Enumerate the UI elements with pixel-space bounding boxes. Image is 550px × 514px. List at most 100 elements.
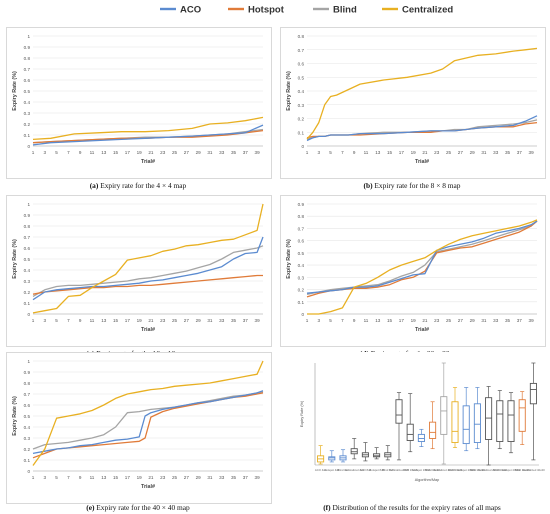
x-tick-label: 11 bbox=[90, 318, 95, 323]
x-tick-label: 35 bbox=[231, 150, 237, 155]
box-aco-20x20 bbox=[451, 387, 459, 449]
x-tick-label: 27 bbox=[184, 150, 190, 155]
y-tick-label: 1 bbox=[27, 359, 30, 364]
box-hotspot-8x8 bbox=[373, 447, 381, 460]
line-chart-d: 00.10.20.30.40.50.60.70.80.91 3 5 7 9 11 13 15 1… bbox=[286, 202, 538, 333]
x-tick-label: 27 bbox=[184, 475, 190, 480]
series-line-blind bbox=[32, 245, 264, 297]
series-line-centralized bbox=[32, 360, 264, 466]
y-tick-label: 0.8 bbox=[298, 34, 305, 39]
x-tick-label: 7 bbox=[67, 150, 70, 155]
box-category-label: Blind 20x20 bbox=[470, 468, 485, 472]
x-tick-label: 31 bbox=[481, 150, 487, 155]
y-tick-label: 0 bbox=[27, 144, 30, 149]
x-tick-label: 19 bbox=[137, 318, 143, 323]
x-tick-label: 23 bbox=[160, 475, 166, 480]
y-tick-label: 0.8 bbox=[24, 381, 31, 386]
y-tick-label: 0.7 bbox=[24, 392, 31, 397]
box-category-label: Centralized 16x16 bbox=[433, 468, 456, 472]
y-tick-label: 0.5 bbox=[24, 257, 31, 262]
y-tick-label: 0.4 bbox=[24, 425, 31, 430]
x-tick-label: 3 bbox=[44, 318, 47, 323]
x-tick-label: 25 bbox=[446, 150, 452, 155]
y-tick-label: 0.2 bbox=[24, 447, 31, 452]
box-centralized-8x8 bbox=[395, 392, 403, 461]
caption-8x8: (b) Expiry rate for the 8 × 8 map bbox=[363, 181, 461, 190]
x-axis-label: Trial# bbox=[141, 159, 155, 165]
x-tick-label: 25 bbox=[172, 475, 178, 480]
y-tick-label: 0.3 bbox=[298, 103, 305, 108]
box-blind-20x20 bbox=[473, 387, 481, 450]
y-tick-label: 0.6 bbox=[298, 239, 305, 244]
x-tick-label: 35 bbox=[231, 318, 237, 323]
x-tick-label: 17 bbox=[399, 318, 405, 323]
y-tick-label: 0.3 bbox=[24, 111, 31, 116]
x-tick-label: 13 bbox=[375, 318, 381, 323]
box-blind-40x40 bbox=[518, 391, 526, 445]
box-aco-40x40 bbox=[496, 390, 504, 450]
box-category-label: Blind 8x8 bbox=[382, 468, 394, 472]
box-centralized-20x20 bbox=[485, 386, 493, 466]
box-hotspot-20x20 bbox=[462, 387, 470, 452]
x-tick-label: 11 bbox=[90, 475, 95, 480]
x-tick-label: 21 bbox=[148, 318, 154, 323]
x-tick-label: 3 bbox=[44, 475, 47, 480]
box-hotspot-16x16 bbox=[417, 428, 425, 447]
box-blind-16x16 bbox=[429, 401, 437, 450]
x-tick-label: 25 bbox=[446, 318, 452, 323]
series-line-centralized bbox=[32, 203, 264, 314]
y-tick-label: 0.3 bbox=[298, 275, 305, 280]
y-tick-label: 1 bbox=[27, 34, 30, 39]
box-category-label: Hotspot 20x20 bbox=[457, 468, 475, 472]
x-tick-label: 33 bbox=[493, 150, 499, 155]
series-line-blind bbox=[32, 391, 264, 450]
x-tick-label: 31 bbox=[207, 150, 213, 155]
y-tick-label: 0.7 bbox=[24, 235, 31, 240]
x-tick-label: 31 bbox=[207, 318, 213, 323]
x-tick-label: 31 bbox=[481, 318, 487, 323]
x-tick-label: 37 bbox=[243, 318, 249, 323]
x-tick-label: 37 bbox=[517, 150, 523, 155]
x-tick-label: 21 bbox=[148, 150, 154, 155]
y-tick-label: 0 bbox=[27, 469, 30, 474]
y-axis-label: Expiry Rate (%) bbox=[286, 71, 292, 111]
x-tick-label: 35 bbox=[505, 318, 511, 323]
y-axis-label: Expiry Rate (%) bbox=[300, 400, 304, 427]
x-tick-label: 27 bbox=[184, 318, 190, 323]
x-tick-label: 9 bbox=[79, 318, 82, 323]
x-tick-label: 5 bbox=[329, 150, 332, 155]
y-tick-label: 0.5 bbox=[24, 414, 31, 419]
x-tick-label: 39 bbox=[529, 318, 535, 323]
y-tick-label: 0.7 bbox=[298, 226, 305, 231]
box-iqr bbox=[473, 403, 481, 444]
x-tick-label: 15 bbox=[113, 318, 119, 323]
x-tick-label: 5 bbox=[55, 150, 58, 155]
box-category-label: Blind 40x40 bbox=[515, 468, 530, 472]
box-iqr bbox=[440, 396, 448, 435]
box-category-label: Centralized 8x8 bbox=[389, 468, 409, 472]
panel-4x4: 0 0.1 0.2 0.3 0.4 0.5 0.6 0.7 0.8 0.9 1 1 3 5 7 9 11 13 15… bbox=[6, 27, 272, 179]
x-tick-label: 39 bbox=[255, 475, 261, 480]
x-tick-label: 7 bbox=[341, 318, 344, 323]
box-category-label: Hotspot 4x4 bbox=[324, 468, 339, 472]
y-tick-label: 0 bbox=[27, 312, 30, 317]
x-tick-label: 1 bbox=[306, 150, 309, 155]
x-tick-label: 29 bbox=[470, 150, 476, 155]
x-tick-label: 9 bbox=[79, 150, 82, 155]
x-tick-label: 11 bbox=[364, 318, 369, 323]
y-tick-label: 0.8 bbox=[24, 224, 31, 229]
box-centralized-4x4 bbox=[350, 438, 358, 460]
box-category-label: Blind 4x4 bbox=[337, 468, 349, 472]
chart-legend: ACO Hotspot Blind Centralized bbox=[160, 5, 453, 16]
series-line-blind bbox=[306, 220, 538, 296]
x-tick-label: 5 bbox=[55, 475, 58, 480]
box-category-label: ACO 4x4 bbox=[315, 468, 327, 472]
x-tick-label: 19 bbox=[137, 150, 143, 155]
x-tick-label: 25 bbox=[172, 318, 178, 323]
box-iqr bbox=[507, 400, 515, 442]
x-tick-label: 3 bbox=[44, 150, 47, 155]
x-tick-label: 9 bbox=[353, 318, 356, 323]
y-axis-label: Expiry Rate (%) bbox=[12, 396, 18, 436]
x-tick-label: 29 bbox=[196, 475, 202, 480]
y-tick-label: 0.4 bbox=[298, 263, 305, 268]
